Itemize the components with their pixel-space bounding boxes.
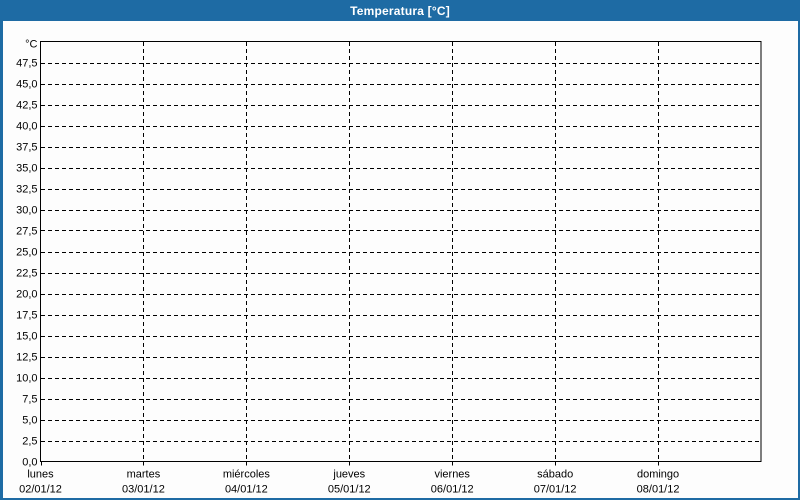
- x-day-label: jueves: [332, 469, 365, 481]
- y-tick-label: 42,5: [16, 100, 37, 112]
- x-date-label: 04/01/12: [225, 484, 268, 496]
- y-tick-label: 32,5: [16, 184, 37, 196]
- y-tick-label: 2,5: [22, 436, 37, 448]
- x-day-label: miércoles: [223, 469, 271, 481]
- plot-border: [40, 41, 762, 462]
- x-day-label: sábado: [537, 469, 573, 481]
- y-tick-label: 7,5: [22, 394, 37, 406]
- titlebar: Temperatura [°C]: [3, 0, 798, 21]
- y-tick-label: 20,0: [16, 289, 37, 301]
- y-tick-label: 5,0: [22, 415, 37, 427]
- y-tick-label: 17,5: [16, 310, 37, 322]
- chart-title: Temperatura [°C]: [350, 3, 450, 18]
- x-day-label: domingo: [637, 469, 679, 481]
- x-date-label: 07/01/12: [534, 484, 577, 496]
- y-tick-label: 45,0: [16, 79, 37, 91]
- chart-svg: 0,0 2,5 5,0 7,5 10,0 12,5 15,0 17,5 20,0 22,5 25,0…: [16, 39, 762, 496]
- y-tick-label: 37,5: [16, 142, 37, 154]
- x-date-label: 05/01/12: [328, 484, 371, 496]
- y-unit-label: °C: [25, 39, 37, 51]
- x-date-label: 08/01/12: [637, 484, 680, 496]
- y-tick-label: 0,0: [22, 457, 37, 469]
- x-day-label: viernes: [434, 469, 470, 481]
- y-tick-label: 15,0: [16, 331, 37, 343]
- x-day-label: lunes: [27, 469, 54, 481]
- x-date-label: 02/01/12: [19, 484, 62, 496]
- y-tick-label: 12,5: [16, 352, 37, 364]
- y-tick-label: 27,5: [16, 226, 37, 238]
- y-tick-label: 47,5: [16, 58, 37, 70]
- x-day-label: martes: [127, 469, 161, 481]
- y-tick-label: 10,0: [16, 373, 37, 385]
- y-tick-label: 22,5: [16, 268, 37, 280]
- y-tick-label: 40,0: [16, 121, 37, 133]
- chart-content: 0,0 2,5 5,0 7,5 10,0 12,5 15,0 17,5 20,0 22,5 25,0…: [3, 21, 798, 498]
- y-tick-label: 30,0: [16, 205, 37, 217]
- y-tick-label: 35,0: [16, 163, 37, 175]
- x-date-label: 03/01/12: [122, 484, 165, 496]
- x-date-label: 06/01/12: [431, 484, 474, 496]
- y-tick-label: 25,0: [16, 247, 37, 259]
